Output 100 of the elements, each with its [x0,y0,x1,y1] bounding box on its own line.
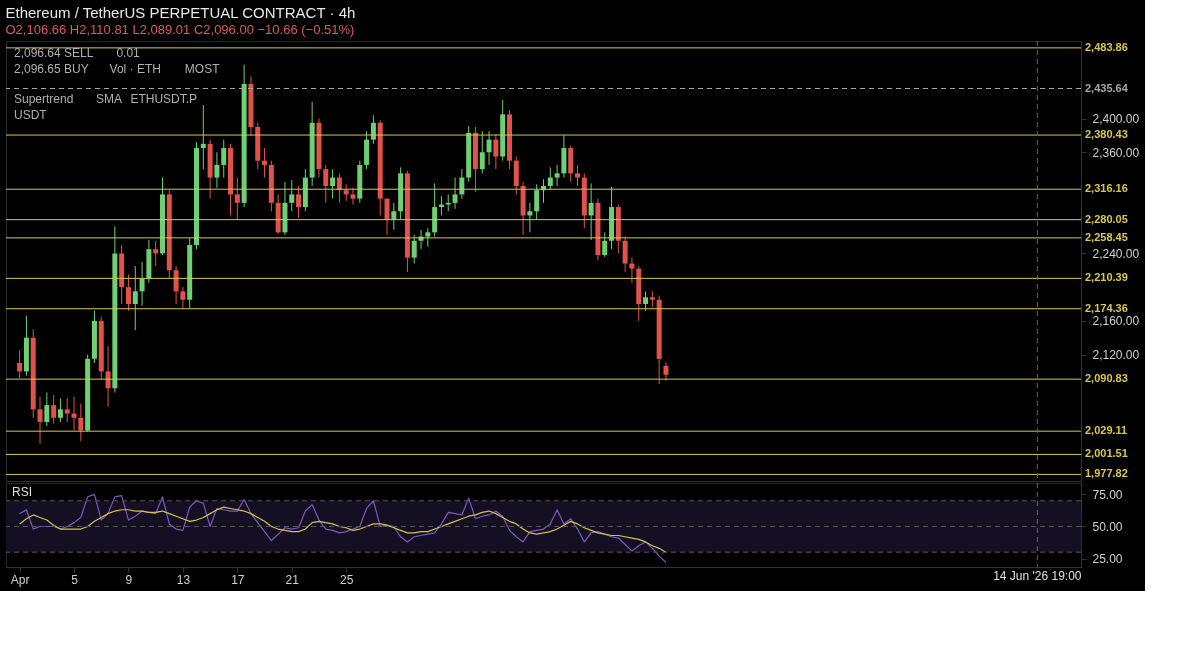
candlestick [289,179,295,212]
candlestick [506,109,512,170]
candlestick [316,118,322,179]
candlestick [411,234,417,265]
candlestick [391,202,397,231]
candlestick [139,261,145,307]
candlestick [275,193,281,235]
candlestick [629,257,635,284]
x-tick-label: 9 [125,572,133,587]
candlestick [602,231,608,258]
ref-line-label: 2,435.64 [1085,81,1129,94]
candlestick [44,391,50,427]
annotation: SMA [96,92,123,106]
annotation: 0.01 [116,46,141,60]
candlestick [384,198,390,236]
ref-line-label: 14 Jun '26 19:00 [993,569,1082,583]
candlestick [609,186,615,250]
candlestick [398,166,404,221]
ref-line-label: 2,316.16 [1085,182,1128,195]
candlestick [78,402,84,442]
candlestick [268,160,274,212]
candlestick [282,181,288,236]
annotation: Supertrend [14,92,74,106]
ref-line-label: 2,280.05 [1085,212,1128,225]
candlestick [51,394,57,425]
candlestick [377,119,383,216]
candlestick [187,237,193,309]
line-series [19,506,667,553]
ref-line-label: 2,001.51 [1085,447,1128,460]
candlestick [575,164,581,187]
candlestick [636,265,642,322]
candlestick [200,104,206,170]
annotation: ETHUSDT.P [130,92,198,106]
candlestick [98,316,104,381]
ref-line-label: 2,483.86 [1085,40,1128,53]
candlestick [64,397,70,423]
candlestick [57,397,63,423]
candlestick [350,187,356,206]
candlestick [615,204,621,254]
candlestick [262,147,268,179]
candlestick [71,396,77,431]
candlestick [214,151,220,189]
candlestick [146,239,152,284]
ref-line-label: 2,380.43 [1085,128,1128,141]
candlestick [228,143,234,216]
annotation: USDT [14,108,48,122]
x-tick-label: 21 [285,572,300,587]
candlestick [112,225,118,393]
candlestick [296,185,302,219]
candlestick [663,361,669,382]
candlestick [248,75,254,136]
ref-line-label: 2,174.36 [1085,301,1128,314]
candlestick [234,177,240,221]
candlestick [302,168,308,212]
y-tick-label: 50.00 [1092,519,1123,534]
candlestick [105,345,111,408]
candlestick [513,155,519,195]
candlestick [432,182,438,238]
y-tick-label: 2,240.00 [1092,246,1140,261]
y-tick-label: 2,160.00 [1092,314,1140,329]
candlestick [493,133,499,170]
annotation: Vol · ETH [109,62,161,76]
candlestick [554,164,560,187]
candlestick [207,139,213,200]
candlestick [119,244,125,305]
candlestick [323,164,329,204]
candlestick [656,295,662,385]
candlestick [132,265,138,331]
candlestick [472,126,478,193]
candlestick [643,290,649,312]
candlestick [221,139,227,179]
chart-subtitle: O2,106.66 H2,110.81 L2,089.01 C2,096.00 −10.66 (−0.51%) [5,21,355,37]
ref-line-label: 2,029.11 [1085,424,1128,437]
candlestick [180,286,186,310]
ref-line-label: 2,090.83 [1085,372,1128,385]
candlestick [166,189,172,280]
chart-title: Ethereum / TetherUS PERPETUAL CONTRACT · 4h [5,3,356,21]
candlestick [520,181,526,236]
x-tick-label: 13 [176,572,191,587]
x-tick-label: 5 [71,572,79,587]
candlestick [534,183,540,221]
candlestick [357,160,363,204]
candlestick [23,315,29,377]
candlestick [85,354,91,433]
candlestick [595,198,601,261]
candlestick [153,240,159,267]
candlestick [37,396,43,445]
chart-title: RSI [12,485,33,499]
x-tick-label: Apr [10,572,30,587]
candlestick [309,101,315,187]
candlestick [91,310,97,364]
y-tick-label: 2,360.00 [1092,145,1140,160]
candlestick [466,125,472,183]
annotation: MOST [184,62,221,76]
y-tick-label: 25.00 [1092,552,1123,567]
candlestick [241,64,247,208]
candlestick [255,122,261,170]
candlestick [404,170,410,273]
x-tick-label: 25 [340,572,354,587]
y-tick-label: 2,400.00 [1092,112,1140,127]
